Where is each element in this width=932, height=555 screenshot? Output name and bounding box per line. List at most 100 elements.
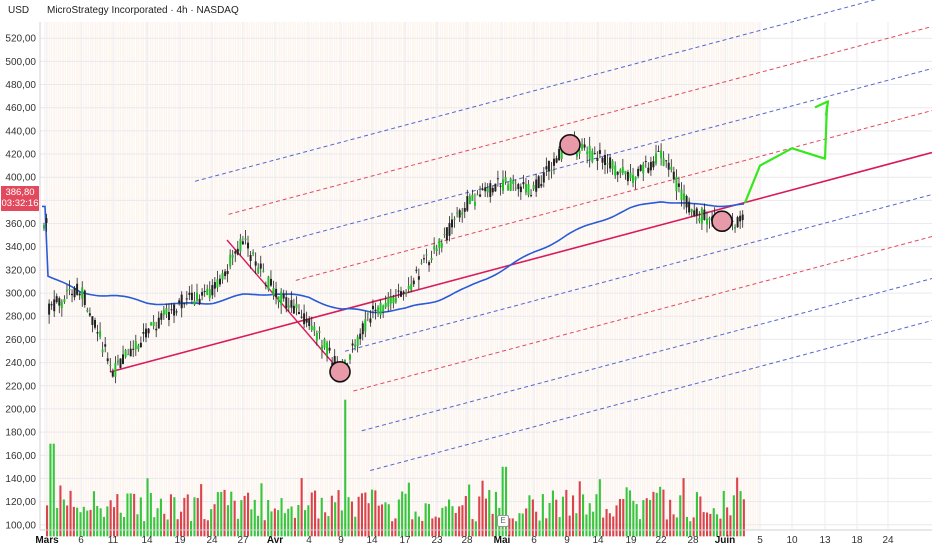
session-stripe — [264, 22, 267, 530]
y-tick-label: 460,00 — [5, 103, 36, 114]
volume-bar — [649, 499, 652, 537]
annotations[interactable] — [329, 100, 830, 383]
session-stripe — [582, 22, 584, 530]
y-tick-label: 440,00 — [5, 126, 36, 137]
x-tick-label: 9 — [564, 535, 570, 546]
candle-body — [402, 291, 405, 294]
candle-body — [581, 143, 584, 150]
candle-body — [596, 158, 599, 161]
projection-arrow — [743, 105, 829, 204]
session-stripe — [172, 22, 175, 530]
candle-body — [305, 319, 308, 323]
session-stripe — [140, 22, 143, 530]
candle-body — [486, 188, 489, 193]
session-stripe — [538, 22, 540, 530]
session-stripe — [370, 22, 373, 530]
chart-title[interactable]: MicroStrategy Incorporated · 4h · NASDAQ — [47, 5, 239, 16]
session-stripe — [324, 22, 327, 530]
session-stripe — [435, 22, 437, 530]
candle-body — [201, 292, 204, 296]
session-stripe — [669, 22, 672, 530]
session-stripe — [437, 22, 439, 530]
volume-bar — [290, 506, 293, 537]
volume-bar — [347, 497, 350, 537]
channel-dashed-line — [353, 236, 932, 392]
volume-bar — [163, 513, 166, 537]
session-stripe — [80, 22, 83, 530]
session-stripe — [352, 22, 354, 530]
candle-body — [708, 218, 711, 220]
candle-body — [675, 176, 678, 192]
session-stripe — [612, 22, 614, 530]
volume-bar — [360, 493, 363, 537]
volume-bar — [618, 499, 621, 537]
earnings-marker[interactable]: E — [497, 515, 509, 527]
volume-bar — [689, 521, 692, 537]
candle-body — [63, 299, 66, 302]
session-stripe — [517, 22, 520, 530]
parallel-channel[interactable] — [109, 0, 932, 472]
session-stripe — [313, 22, 315, 530]
volume-bar — [404, 493, 407, 537]
session-stripe — [175, 22, 177, 530]
session-stripe — [513, 22, 515, 530]
session-stripe — [163, 22, 166, 530]
volume-bar — [441, 507, 444, 537]
candle-body — [168, 312, 170, 320]
session-stripe — [354, 22, 356, 530]
session-stripe — [724, 22, 727, 530]
candle-body — [400, 291, 402, 297]
session-stripe — [283, 22, 285, 530]
candle-body — [530, 195, 533, 197]
session-stripe — [561, 22, 563, 530]
session-stripe — [320, 22, 322, 530]
volume-bar — [273, 508, 276, 537]
session-stripe — [455, 22, 457, 530]
session-stripe — [76, 22, 78, 530]
candle-body — [382, 305, 385, 312]
session-stripe — [347, 22, 350, 530]
candle-body — [351, 343, 354, 346]
candle-body — [303, 313, 306, 325]
volume-bar — [742, 499, 745, 537]
session-stripe — [432, 22, 434, 530]
volume-bar — [314, 490, 317, 537]
session-stripe — [191, 22, 193, 530]
volume-bar — [59, 485, 62, 537]
session-stripe — [750, 22, 752, 530]
session-stripe — [425, 22, 428, 530]
candle-body — [157, 317, 160, 329]
volume-bar — [210, 509, 213, 537]
volume-bar — [364, 492, 367, 537]
candle-body — [372, 305, 374, 310]
session-stripe — [55, 22, 57, 530]
session-stripe — [510, 22, 513, 530]
session-stripe — [119, 22, 122, 530]
projection-arrowhead — [814, 100, 830, 116]
volume-bar — [297, 505, 300, 537]
x-tick-label: 24 — [882, 535, 894, 546]
candle-body — [405, 292, 408, 294]
session-stripe — [117, 22, 120, 530]
candle-body — [45, 218, 48, 223]
candle-body — [369, 318, 372, 323]
session-stripe — [568, 22, 570, 530]
candle-body — [94, 320, 96, 328]
session-stripe — [375, 22, 377, 530]
session-stripe — [214, 22, 216, 530]
candle-body — [683, 193, 685, 201]
session-stripe — [674, 22, 676, 530]
candle-body — [647, 167, 650, 173]
session-stripe — [757, 22, 759, 530]
candle-body — [655, 153, 657, 164]
session-stripe — [368, 22, 370, 530]
x-tick-label: 6 — [78, 535, 84, 546]
candle-body — [624, 170, 627, 175]
candle-body — [448, 223, 451, 236]
session-stripe — [694, 22, 697, 530]
volume-bar — [709, 513, 712, 537]
session-stripe — [331, 22, 333, 530]
session-stripe — [326, 22, 329, 530]
candle-body — [519, 186, 522, 193]
